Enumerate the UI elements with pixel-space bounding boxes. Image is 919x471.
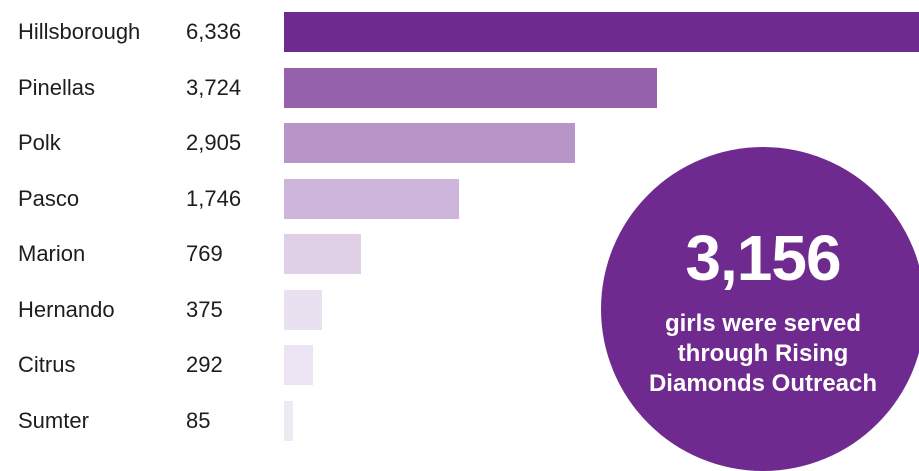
category-label: Hillsborough xyxy=(18,19,141,44)
bar xyxy=(284,178,459,219)
value-label: 375 xyxy=(186,296,223,322)
callout-number: 3,156 xyxy=(685,222,841,294)
bar xyxy=(284,67,657,108)
value-label: 292 xyxy=(186,352,223,377)
value-label: 85 xyxy=(186,407,211,433)
value-label: 2,905 xyxy=(186,130,242,155)
value-label: 1,746 xyxy=(186,185,242,211)
callout-text: girls were served through Rising Diamond… xyxy=(648,310,878,397)
bar-chart: Hillsborough 6,336 Pinellas 3,724 Polk 2,905 P… xyxy=(18,12,919,441)
category-label: Hernando xyxy=(18,296,115,322)
bar xyxy=(284,400,293,441)
bar xyxy=(284,345,313,385)
category-label: Pinellas xyxy=(18,74,96,100)
category-label: Polk xyxy=(18,130,61,155)
bar xyxy=(284,12,919,52)
value-label: 3,724 xyxy=(186,74,242,100)
bar xyxy=(284,123,575,163)
bar xyxy=(284,289,322,330)
category-label: Marion xyxy=(18,241,86,266)
callout-circle: 3,156 girls were served through Rising D… xyxy=(601,147,919,471)
category-label: Pasco xyxy=(18,185,80,211)
value-label: 769 xyxy=(186,241,223,266)
category-label: Citrus xyxy=(18,352,76,377)
bar xyxy=(284,234,361,274)
value-label: 6,336 xyxy=(186,19,242,44)
category-label: Sumter xyxy=(18,407,89,433)
